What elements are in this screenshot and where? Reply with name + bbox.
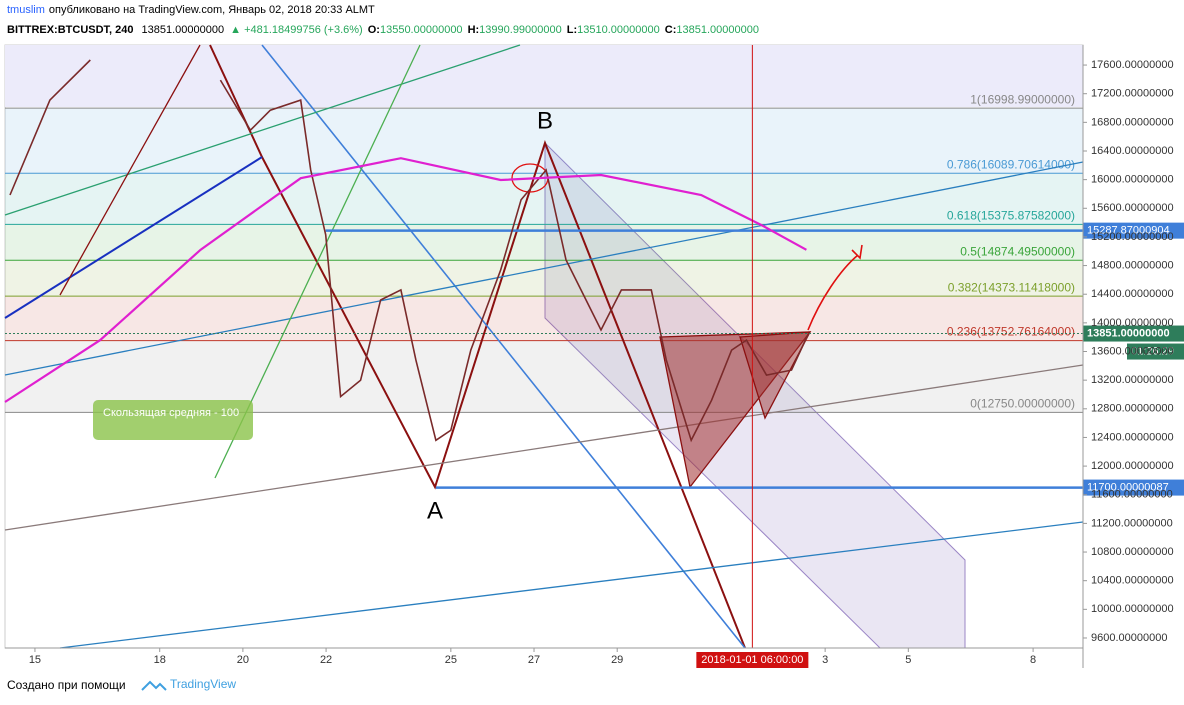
- ohlc-value: 13510.00000000: [577, 24, 660, 36]
- price-badge: [1083, 479, 1184, 496]
- trend-line: [4, 364, 1084, 531]
- fib-label: 0.618(15375.87582000): [947, 209, 1075, 223]
- x-tick-label: 15: [29, 654, 41, 666]
- note-box: [93, 400, 253, 440]
- y-tick-label: 14800.00000000: [1091, 259, 1174, 271]
- y-tick-label: 10800.00000000: [1091, 546, 1174, 558]
- header: BITTREX:BTCUSDT, 240 13851.00000000 ▲ +481…: [7, 24, 759, 36]
- fib-label: 0(12750.00000000): [970, 397, 1075, 411]
- last: 13851.00000000: [142, 24, 225, 36]
- fib-band: [5, 108, 1083, 174]
- series-line: [4, 157, 807, 403]
- x-tick-label: 3: [822, 654, 828, 666]
- y-tick-label: 14000.00000000: [1091, 317, 1174, 329]
- ohlc-value: 13550.00000000: [380, 24, 463, 36]
- change: ▲ +481.18499756 (+3.6%): [230, 24, 363, 36]
- price-badge-label: 15287.87000904: [1087, 225, 1170, 237]
- pattern: [659, 331, 812, 489]
- y-tick-label: 17200.00000000: [1091, 88, 1174, 100]
- y-tick-label: 16800.00000000: [1091, 116, 1174, 128]
- trend-line: [4, 156, 263, 319]
- y-tick-label: 17600.00000000: [1091, 59, 1174, 71]
- x-tick-label: 18: [154, 654, 166, 666]
- y-tick-label: 10400.00000000: [1091, 575, 1174, 587]
- timer: 01:26:29: [1131, 345, 1174, 357]
- fib-label: 1(16998.99000000): [970, 92, 1075, 106]
- logo: [141, 680, 167, 691]
- top-band: [5, 45, 1083, 107]
- y-tick-label: 15200.00000000: [1091, 231, 1174, 243]
- fib-band: [5, 296, 1083, 341]
- header: tmuslim опубликовано на TradingView.com, …: [7, 4, 375, 16]
- point-label: B: [537, 107, 553, 134]
- drawings: [4, 44, 1084, 649]
- y-tick-label: 9600.00000000: [1091, 632, 1167, 644]
- series-line: [9, 59, 810, 443]
- x-tick-label: 25: [445, 654, 457, 666]
- fib-label: 0.5(14874.49500000): [960, 244, 1075, 258]
- ohlc-value: 13851.00000000: [676, 24, 759, 36]
- footer: Создано при помощи: [7, 678, 126, 692]
- symbol: BITTREX:BTCUSDT, 240: [7, 24, 134, 36]
- y-tick-label: 12400.00000000: [1091, 431, 1174, 443]
- trend-line: [59, 521, 1084, 649]
- author[interactable]: tmuslim: [7, 4, 45, 16]
- y-tick-label: 10000.00000000: [1091, 603, 1174, 615]
- x-tick-label: 8: [1030, 654, 1036, 666]
- trend-line: [261, 44, 746, 649]
- last-price-badge: [1083, 325, 1184, 342]
- x-tick-label: 29: [611, 654, 623, 666]
- timer-badge: [1127, 343, 1184, 360]
- footer-brand[interactable]: TradingView: [170, 677, 236, 691]
- x-tick-label: 27: [528, 654, 540, 666]
- x-tick-label: 22: [320, 654, 332, 666]
- arrow: [807, 244, 863, 331]
- fib-label: 0.236(13752.76164000): [947, 325, 1075, 339]
- y-tick-label: 16000.00000000: [1091, 174, 1174, 186]
- y-tick-label: 12000.00000000: [1091, 460, 1174, 472]
- x-tick-label: 5: [905, 654, 911, 666]
- note: Скользящая средняя - 100: [103, 407, 239, 419]
- ohlc-value: 13990.99000000: [479, 24, 562, 36]
- y-tick-label: 13200.00000000: [1091, 374, 1174, 386]
- price-badge-label: 11700.00000087: [1087, 481, 1169, 493]
- trend-line: [4, 44, 521, 216]
- y-tick-label: 13600.00000000: [1091, 345, 1174, 357]
- ohlc-key: H:: [468, 24, 480, 36]
- fib-label: 0.786(16089.70614000): [947, 157, 1075, 171]
- fib-label: 0.382(14373.11418000): [948, 280, 1075, 294]
- price-badge: [1083, 222, 1184, 239]
- fib-band: [5, 260, 1083, 297]
- y-tick-label: 16400.00000000: [1091, 145, 1174, 157]
- y-tick-label: 14400.00000000: [1091, 288, 1174, 300]
- x-tick-label: 20: [237, 654, 249, 666]
- trend-line: [4, 161, 1084, 376]
- fib-band: [5, 173, 1083, 225]
- crosshair-badge: [696, 652, 809, 668]
- y-tick-label: 11200.00000000: [1091, 517, 1173, 529]
- last-price-label: 13851.00000000: [1087, 327, 1170, 339]
- y-tick-label: 15600.00000000: [1091, 202, 1174, 214]
- ohlc-key: L:: [567, 24, 577, 36]
- point-label: A: [427, 497, 443, 524]
- trend-line: [59, 44, 201, 296]
- crosshair-label: 2018-01-01 06:00:00: [701, 654, 803, 666]
- y-tick-label: 12800.00000000: [1091, 403, 1174, 415]
- published: опубликовано на TradingView.com, Январь …: [49, 4, 375, 16]
- ohlc-key: O:: [368, 24, 380, 36]
- y-tick-label: 11600.00000000: [1091, 489, 1173, 501]
- ohlc-key: C:: [665, 24, 677, 36]
